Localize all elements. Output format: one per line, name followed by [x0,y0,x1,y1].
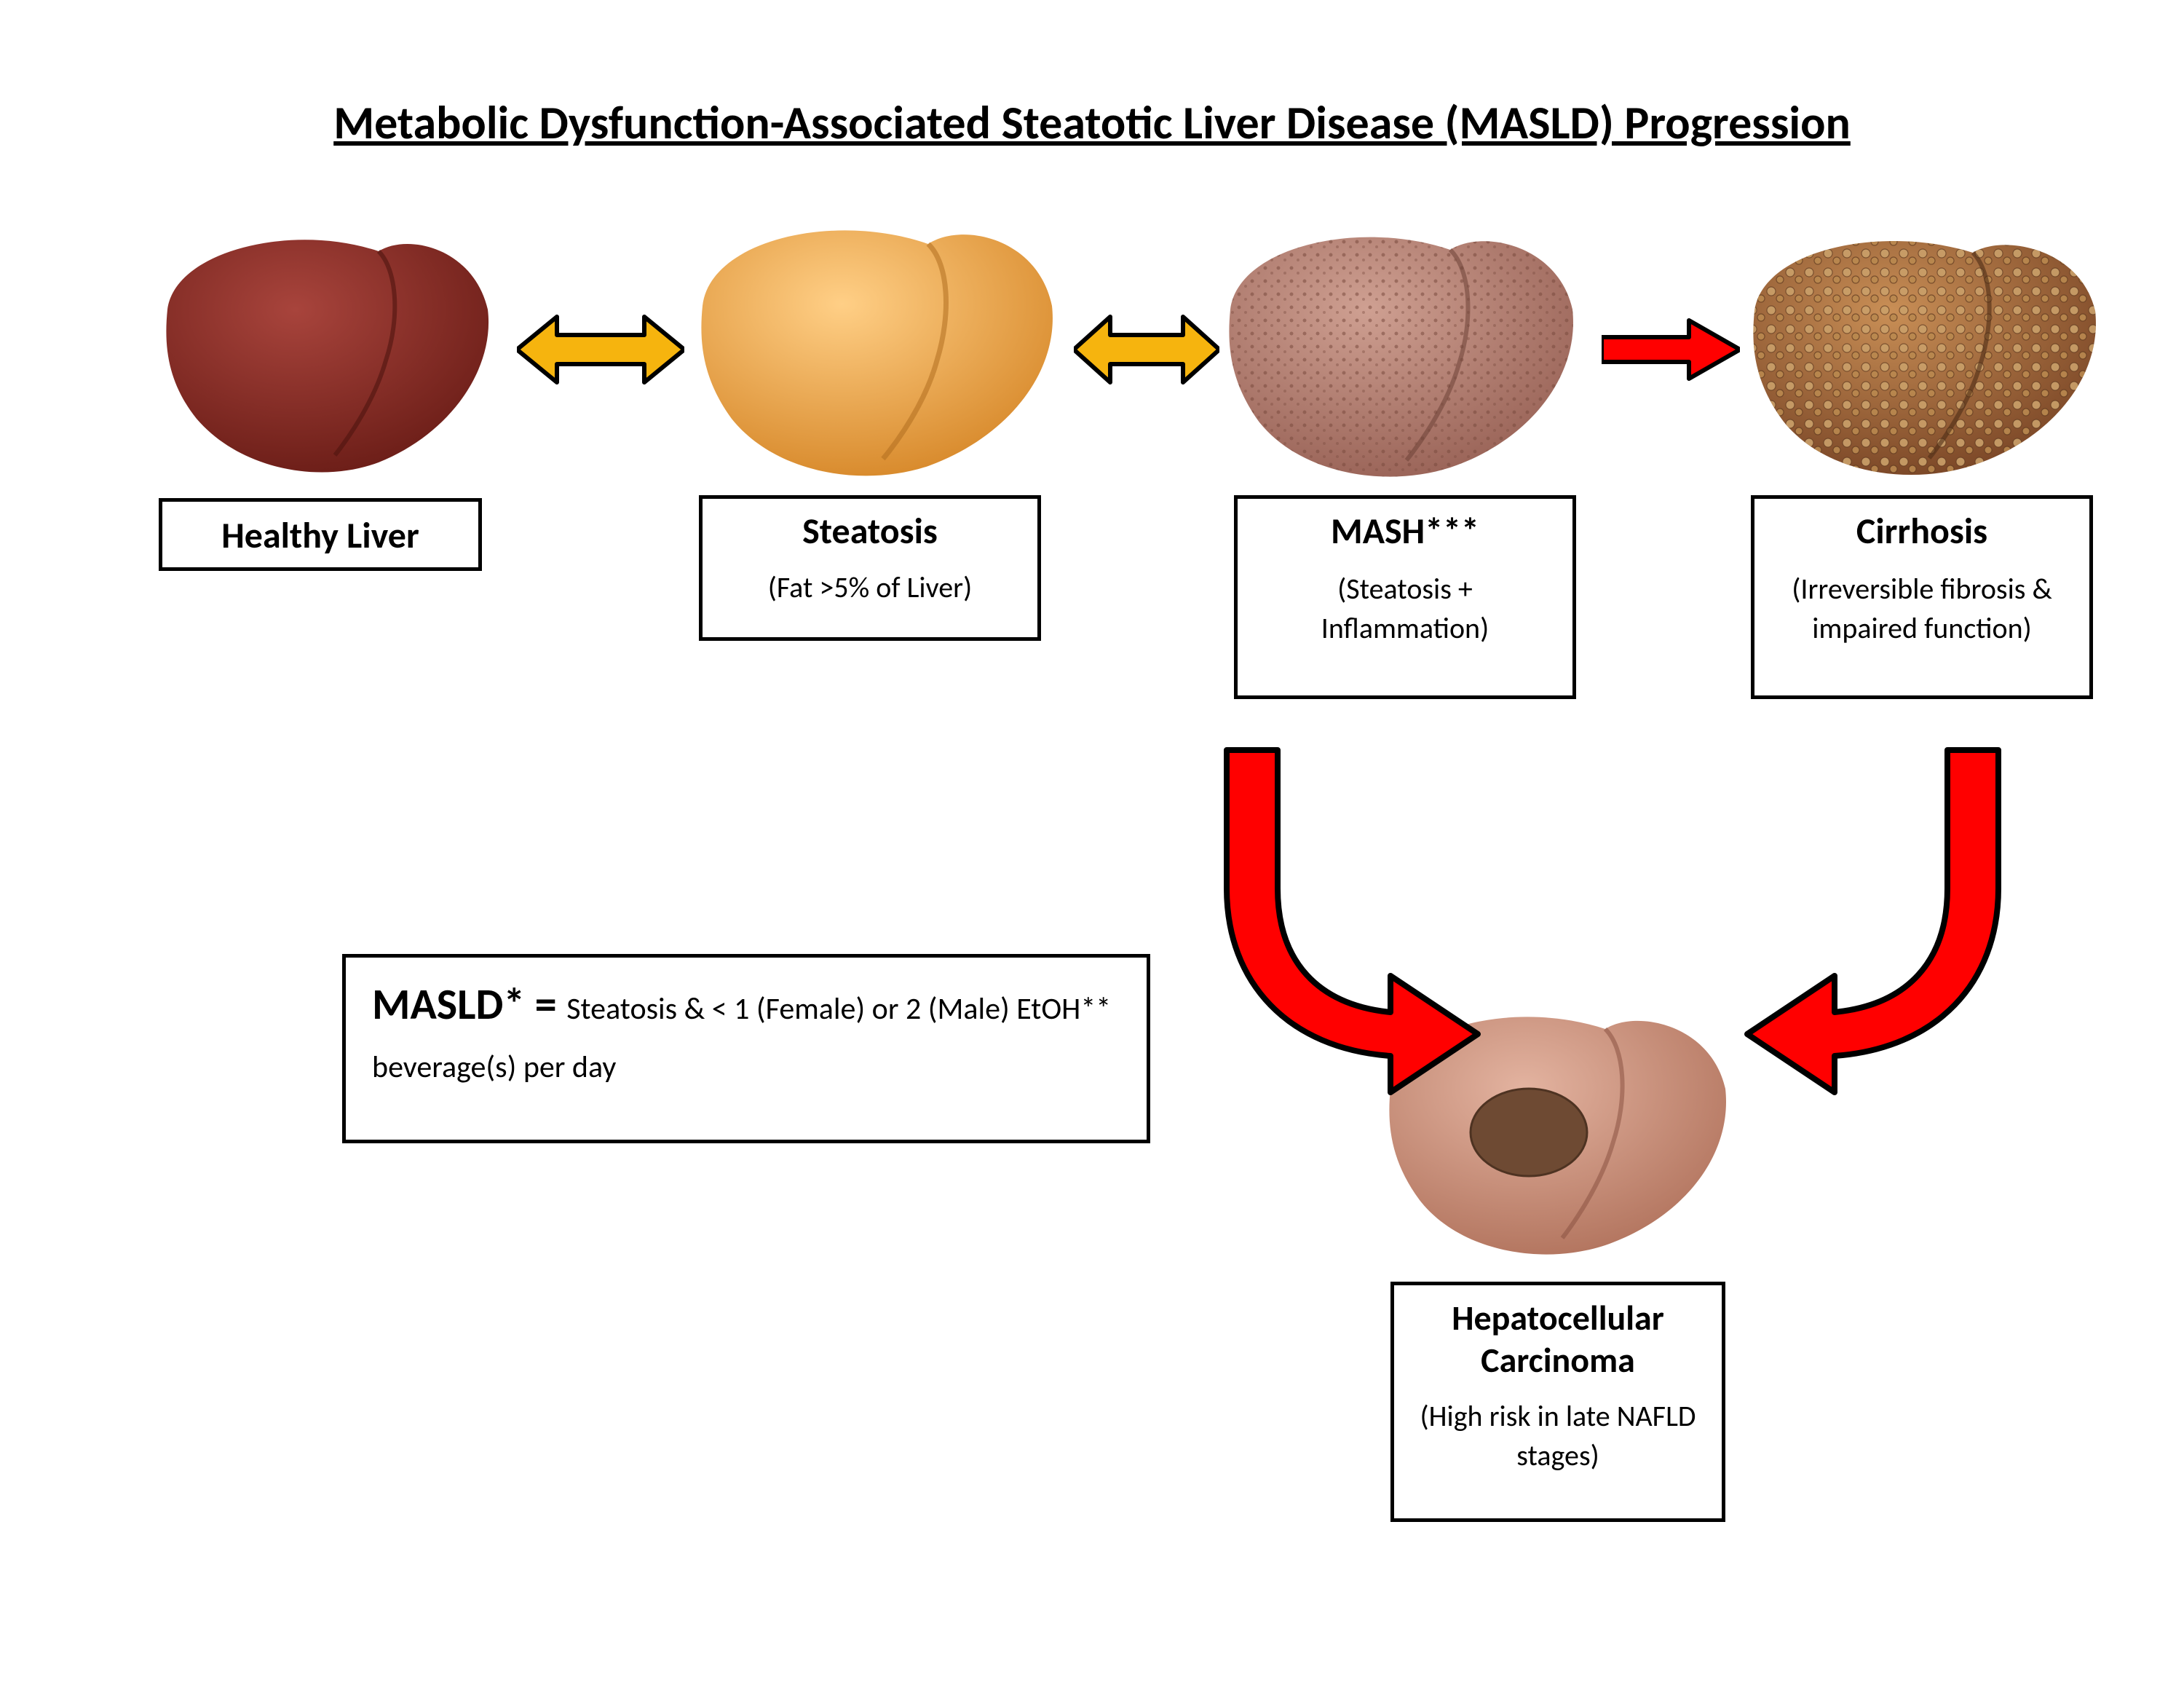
box-steatosis-sub: (Fat >5% of Liver) [703,569,1037,605]
box-healthy-title: Healthy Liver [162,513,478,558]
liver-steatosis [695,218,1059,481]
arrow-curve-left [1208,743,1500,1107]
liver-healthy [160,229,495,477]
box-hcc-sub: (High risk in late NAFLD stages) [1407,1397,1709,1475]
liver-cirrhosis [1747,229,2104,477]
box-healthy: Healthy Liver [159,498,482,571]
box-cirrhosis-sub: (Irreversible fibrosis & impaired functi… [1768,569,2076,648]
box-mash-title: MASH*** [1251,509,1559,553]
box-mash: MASH*** (Steatosis + Inflammation) [1234,495,1576,699]
box-steatosis: Steatosis (Fat >5% of Liver) [699,495,1041,641]
arrow-bidir-2 [1074,313,1219,386]
definition-box: MASLD* = Steatosis & < 1 (Female) or 2 (… [342,954,1150,1143]
definition-lead: MASLD* = [372,978,566,1031]
box-hcc-title: Hepatocellular Carcinoma [1407,1297,1709,1381]
liver-mash [1223,226,1580,481]
box-hcc: Hepatocellular Carcinoma (High risk in l… [1390,1282,1725,1522]
box-cirrhosis-title: Cirrhosis [1768,509,2076,553]
box-steatosis-title: Steatosis [703,509,1037,553]
box-mash-sub: (Steatosis + Inflammation) [1251,569,1559,648]
page-title: Metabolic Dysfunction-Associated Steatot… [0,95,2184,151]
box-cirrhosis: Cirrhosis (Irreversible fibrosis & impai… [1751,495,2093,699]
diagram-canvas: Metabolic Dysfunction-Associated Steatot… [0,0,2184,1688]
arrow-bidir-1 [517,313,684,386]
arrow-curve-right [1725,743,2017,1107]
arrow-red-top [1602,317,1740,382]
